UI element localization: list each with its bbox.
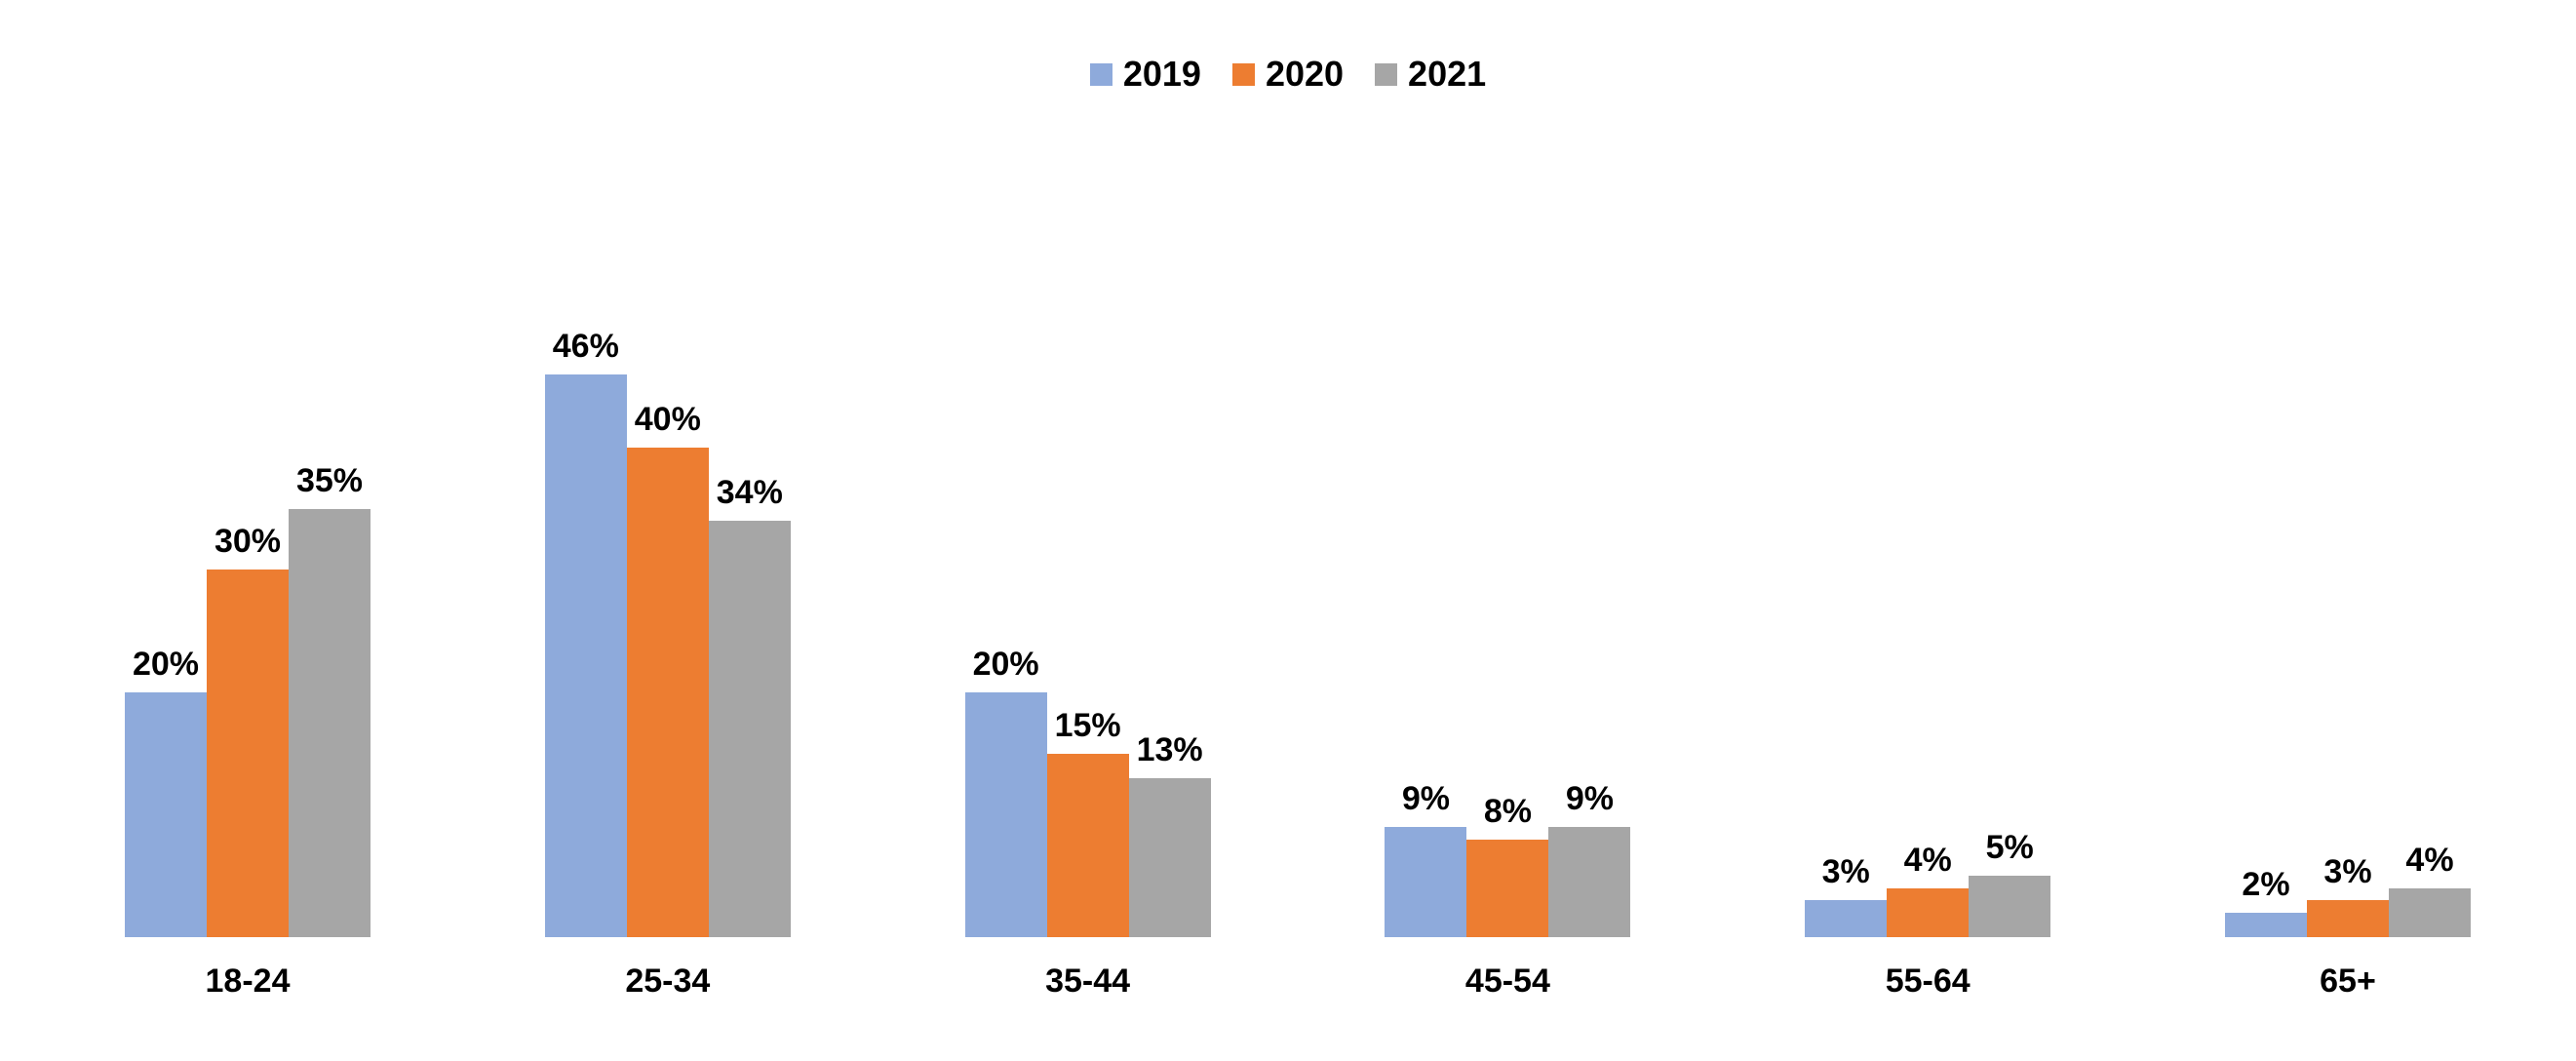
bar-column: 3% bbox=[2306, 127, 2389, 937]
legend-item-2021: 2021 bbox=[1375, 57, 1486, 92]
data-label: 9% bbox=[1401, 780, 1450, 817]
data-label: 20% bbox=[132, 646, 200, 683]
legend-item-2020: 2020 bbox=[1231, 54, 1345, 94]
bar-column: 5% bbox=[1969, 127, 2051, 937]
bar-column: 30% bbox=[207, 127, 289, 937]
bar-2020-35-44 bbox=[1046, 754, 1129, 937]
data-label: 9% bbox=[1565, 780, 1614, 817]
legend-swatch-icon bbox=[1375, 62, 1398, 86]
data-label: 20% bbox=[972, 646, 1039, 683]
bar-column: 8% bbox=[1466, 127, 1549, 937]
legend-label: 2021 bbox=[1408, 54, 1487, 94]
bar-2019-55-64 bbox=[1805, 900, 1888, 937]
data-label: 34% bbox=[716, 474, 783, 511]
legend-swatch-icon bbox=[1089, 62, 1112, 86]
category-label: 25-34 bbox=[625, 963, 711, 1000]
category-label: 65+ bbox=[2320, 963, 2376, 1000]
category-label: 35-44 bbox=[1045, 963, 1131, 1000]
bar-group-35-44: 20% 15% 13% 35-44 bbox=[964, 127, 1211, 998]
legend-label: 2019 bbox=[1122, 54, 1201, 94]
bar-2020-18-24 bbox=[207, 570, 289, 937]
data-label: 2% bbox=[2242, 866, 2290, 903]
bar-column: 13% bbox=[1128, 127, 1211, 937]
legend-label: 2020 bbox=[1265, 54, 1345, 94]
data-label: 4% bbox=[2405, 842, 2454, 879]
bar-2019-65+ bbox=[2224, 913, 2307, 937]
data-label: 15% bbox=[1054, 707, 1121, 744]
bar-group-65+: 2% 3% 4% 65+ bbox=[2224, 127, 2471, 998]
data-label: 5% bbox=[1985, 829, 2034, 866]
data-label: 3% bbox=[2323, 853, 2372, 890]
bar-column: 35% bbox=[289, 127, 371, 937]
legend-swatch-icon bbox=[1231, 62, 1255, 86]
bar-column: 46% bbox=[544, 127, 627, 937]
bar-column: 4% bbox=[2388, 127, 2471, 937]
bar-2019-25-34 bbox=[544, 374, 627, 937]
bar-group-25-34: 46% 40% 34% 25-34 bbox=[544, 127, 791, 998]
bar-column: 9% bbox=[1385, 127, 1467, 937]
legend-item-2019: 2019 bbox=[1089, 54, 1201, 94]
bar-group-45-54: 9% 8% 9% 45-54 bbox=[1385, 127, 1631, 998]
bar-2021-35-44 bbox=[1128, 778, 1211, 937]
category-label: 45-54 bbox=[1464, 963, 1550, 1000]
data-label: 30% bbox=[214, 523, 282, 560]
bar-column: 34% bbox=[708, 127, 791, 937]
bar-2020-65+ bbox=[2306, 900, 2389, 937]
bar-column: 2% bbox=[2224, 127, 2307, 937]
category-label: 55-64 bbox=[1885, 963, 1971, 1000]
bar-column: 15% bbox=[1046, 127, 1129, 937]
data-label: 46% bbox=[552, 328, 619, 365]
bar-column: 20% bbox=[964, 127, 1047, 937]
bar-column: 9% bbox=[1548, 127, 1631, 937]
bar-group-18-24: 20% 30% 35% 18-24 bbox=[125, 127, 371, 998]
category-label: 18-24 bbox=[205, 963, 291, 1000]
bar-2019-45-54 bbox=[1385, 827, 1467, 937]
data-label: 3% bbox=[1821, 853, 1870, 890]
bar-2020-45-54 bbox=[1466, 840, 1549, 937]
bar-column: 40% bbox=[626, 127, 709, 937]
bar-2021-18-24 bbox=[289, 509, 371, 937]
bar-2020-25-34 bbox=[626, 448, 709, 937]
bar-2019-35-44 bbox=[964, 692, 1047, 937]
bar-2020-55-64 bbox=[1887, 888, 1970, 937]
bar-group-55-64: 3% 4% 5% 55-64 bbox=[1805, 127, 2051, 998]
bar-2021-65+ bbox=[2388, 888, 2471, 937]
data-label: 13% bbox=[1136, 731, 1203, 768]
bar-2021-25-34 bbox=[708, 521, 791, 937]
bar-2021-45-54 bbox=[1548, 827, 1631, 937]
plot-area: 20% 30% 35% 18-24 46% 40% 34% 25-34 20% 15% 13% 35-… bbox=[125, 127, 2471, 998]
data-label: 4% bbox=[1903, 842, 1952, 879]
bar-column: 3% bbox=[1805, 127, 1888, 937]
bar-column: 4% bbox=[1887, 127, 1970, 937]
data-label: 35% bbox=[295, 462, 364, 499]
bar-2019-18-24 bbox=[125, 692, 207, 937]
data-label: 8% bbox=[1483, 793, 1532, 830]
bar-2021-55-64 bbox=[1969, 876, 2051, 937]
legend: 2019 2020 2021 bbox=[0, 57, 2576, 92]
bar-column: 20% bbox=[125, 127, 207, 937]
data-label: 40% bbox=[634, 401, 701, 438]
